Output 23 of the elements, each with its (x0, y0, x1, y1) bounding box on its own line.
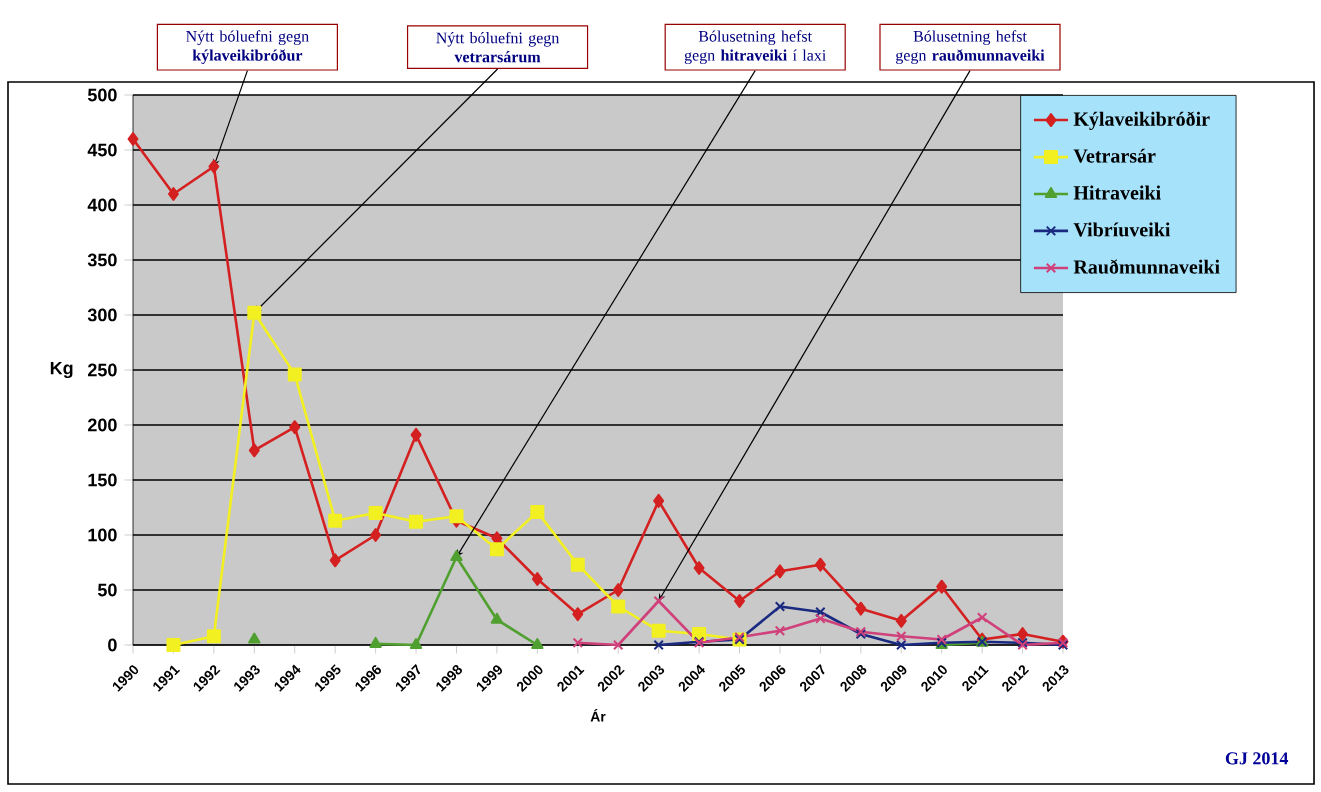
annotation: Bólusetning hefst gegn rauðmunnaveiki (896, 30, 1045, 65)
annotation: Nýtt bóluefni gegn kýlaveikibróður (186, 30, 309, 65)
legend-label: Kýlaveikibróðir (1073, 111, 1210, 130)
text: GJ 2014 (1225, 752, 1289, 765)
y-tick-label: 50 (97, 583, 117, 597)
y-axis-title: Kg (50, 361, 73, 379)
y-tick-label: 0 (108, 638, 117, 652)
legend-label: Vibríuveiki (1073, 222, 1171, 237)
legend-label: Hitraveiki (1073, 185, 1161, 200)
y-tick-label: 250 (87, 363, 117, 377)
y-tick-label: 450 (87, 143, 117, 157)
y-tick-label: 300 (87, 308, 117, 322)
legend-label: Vetrarsár (1073, 148, 1156, 163)
y-tick-label: 400 (87, 198, 117, 212)
y-tick-label: 200 (87, 418, 117, 432)
y-tick-label: 150 (88, 473, 117, 487)
y-tick-label: 100 (88, 528, 117, 542)
x-axis-title: Ár (590, 709, 606, 722)
annotation: Bólusetning hefst gegn hitraveiki í laxi (684, 30, 826, 65)
y-tick-label: 350 (87, 253, 117, 267)
annotation: Nýtt bóluefni gegn vetrarsárum (436, 31, 560, 63)
y-tick-label: 500 (87, 88, 117, 102)
legend-label: Rauðmunnaveiki (1073, 259, 1220, 274)
